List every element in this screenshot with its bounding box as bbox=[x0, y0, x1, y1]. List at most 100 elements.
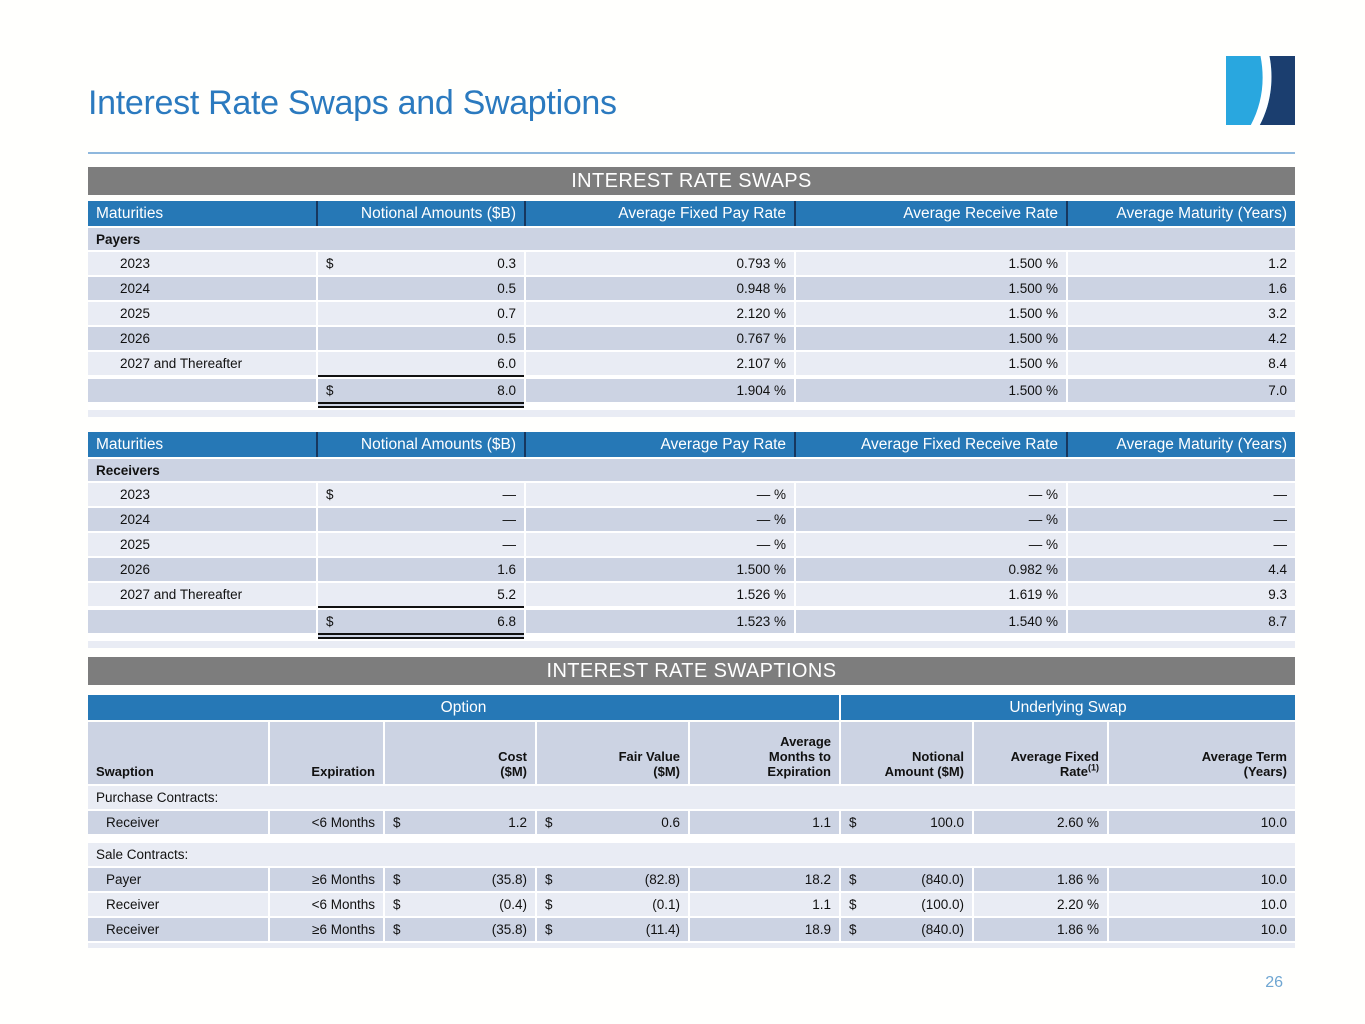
cell-months: 18.9 bbox=[690, 918, 839, 941]
header-line: Expiration bbox=[311, 764, 375, 779]
payers-header-row: Maturities Notional Amounts ($B) Average… bbox=[88, 201, 1295, 226]
cell-maturity: 2027 and Thereafter bbox=[88, 352, 316, 375]
cell-rate2: 1.500 % bbox=[796, 352, 1066, 375]
cell-value: — bbox=[502, 487, 517, 502]
header-line: Average bbox=[780, 734, 831, 749]
cell-value: (82.8) bbox=[644, 872, 680, 887]
slide-content: Interest Rate Swaps and Swaptions INTERE… bbox=[88, 0, 1295, 992]
cell-notional: $ (100.0) bbox=[841, 893, 972, 916]
dollar-sign: $ bbox=[545, 872, 553, 887]
cell-value: — bbox=[502, 537, 517, 552]
header-line: Swaption bbox=[96, 764, 154, 779]
dollar-sign: $ bbox=[849, 815, 857, 830]
cell-years: 1.6 bbox=[1068, 277, 1295, 300]
cell-rate2: — % bbox=[796, 483, 1066, 506]
cell-years: — bbox=[1068, 533, 1295, 556]
section-label-purchase-contracts: Purchase Contracts: bbox=[88, 786, 1295, 809]
cell-years: — bbox=[1068, 508, 1295, 531]
cell-value: — bbox=[502, 512, 517, 527]
cell-value: 1.2 bbox=[508, 815, 527, 830]
column-header-months-to-expiration: Average Months to Expiration bbox=[690, 722, 839, 784]
cell-rate1: 0.793 % bbox=[526, 252, 794, 275]
company-logo bbox=[1226, 55, 1295, 126]
dollar-sign: $ bbox=[393, 922, 401, 937]
footnote-marker: (1) bbox=[1088, 762, 1099, 773]
header-line: ($M) bbox=[500, 764, 527, 779]
cell-rate1: 1.904 % bbox=[526, 379, 794, 402]
column-header-avg-maturity: Average Maturity (Years) bbox=[1068, 432, 1295, 457]
cell-maturity: 2027 and Thereafter bbox=[88, 583, 316, 606]
header-line: (Years) bbox=[1243, 764, 1287, 779]
header-line: Average Term bbox=[1201, 749, 1287, 764]
cell-rate2: 1.500 % bbox=[796, 379, 1066, 402]
cell-expiration: <6 Months bbox=[270, 811, 383, 834]
cell-maturity: 2026 bbox=[88, 327, 316, 350]
cell-years: 8.4 bbox=[1068, 352, 1295, 375]
cell-notional: 6.0 bbox=[318, 352, 524, 377]
dollar-sign: $ bbox=[849, 922, 857, 937]
cell-notional: — bbox=[318, 533, 524, 556]
cell-value: 0.5 bbox=[497, 281, 516, 296]
cell-notional: 1.6 bbox=[318, 558, 524, 581]
cell-fair-value: $0.6 bbox=[537, 811, 688, 834]
dollar-sign: $ bbox=[326, 614, 334, 629]
title-divider bbox=[88, 152, 1295, 154]
column-header-fixed-receive-rate: Average Fixed Receive Rate bbox=[796, 432, 1066, 457]
cell-maturity: 2025 bbox=[88, 533, 316, 556]
header-line: Fair Value bbox=[618, 749, 680, 764]
cell-years: 4.4 bbox=[1068, 558, 1295, 581]
cell-maturity: 2024 bbox=[88, 508, 316, 531]
cell-rate1: — % bbox=[526, 533, 794, 556]
cell-rate2: 1.540 % bbox=[796, 610, 1066, 633]
cell-rate2: 1.500 % bbox=[796, 252, 1066, 275]
cell-rate1: — % bbox=[526, 508, 794, 531]
cell-value: (840.0) bbox=[921, 872, 964, 887]
payers-table-body: Payers 2023 $0.3 0.793 % 1.500 % 1.2 202… bbox=[88, 228, 1295, 417]
column-header-receive-rate: Average Receive Rate bbox=[796, 201, 1066, 226]
cell-rate1: 0.948 % bbox=[526, 277, 794, 300]
column-header-average-fixed-rate: Average Fixed Rate(1) bbox=[974, 722, 1107, 784]
receivers-header-row: Maturities Notional Amounts ($B) Average… bbox=[88, 432, 1295, 457]
column-header-fair-value: Fair Value ($M) bbox=[537, 722, 688, 784]
header-line: Average Fixed bbox=[1010, 749, 1099, 764]
header-line: Notional bbox=[912, 749, 964, 764]
cell-months: 1.1 bbox=[690, 893, 839, 916]
cell-value: 1.6 bbox=[497, 562, 516, 577]
cell-rate2: — % bbox=[796, 508, 1066, 531]
cell-notional: $0.3 bbox=[318, 252, 524, 275]
column-header-avg-maturity: Average Maturity (Years) bbox=[1068, 201, 1295, 226]
cell-maturity: 2025 bbox=[88, 302, 316, 325]
cell-maturity: 2023 bbox=[88, 483, 316, 506]
cell-years: 4.2 bbox=[1068, 327, 1295, 350]
cell-value: 0.3 bbox=[497, 256, 516, 271]
group-header-option: Option bbox=[88, 695, 839, 720]
cell-rate1: 1.500 % bbox=[526, 558, 794, 581]
column-header-swaption: Swaption bbox=[88, 722, 268, 784]
column-header-average-term: Average Term (Years) bbox=[1109, 722, 1295, 784]
cell-cost: $ (35.8) bbox=[385, 918, 535, 941]
cell-cost: $1.2 bbox=[385, 811, 535, 834]
column-header-notional-amount: Notional Amount ($M) bbox=[841, 722, 972, 784]
cell-months: 18.2 bbox=[690, 868, 839, 891]
header-line: Rate(1) bbox=[1060, 762, 1099, 779]
dollar-sign: $ bbox=[393, 815, 401, 830]
cell-maturity bbox=[88, 379, 316, 402]
cell-notional: — bbox=[318, 508, 524, 531]
dollar-sign: $ bbox=[393, 897, 401, 912]
cell-years: 8.7 bbox=[1068, 610, 1295, 633]
dollar-sign: $ bbox=[393, 872, 401, 887]
dollar-sign: $ bbox=[849, 872, 857, 887]
dollar-sign: $ bbox=[545, 815, 553, 830]
cell-notional: 0.7 bbox=[318, 302, 524, 325]
dollar-sign: $ bbox=[326, 383, 334, 398]
cell-value: (0.4) bbox=[499, 897, 527, 912]
dollar-sign: $ bbox=[545, 897, 553, 912]
header-line: Cost bbox=[498, 749, 527, 764]
swaptions-table-body: Swaption Expiration Cost ($M) Fair Value(… bbox=[88, 722, 1295, 948]
cell-value: 6.8 bbox=[497, 614, 516, 629]
cell-rate1: 0.767 % bbox=[526, 327, 794, 350]
group-label-receivers: Receivers bbox=[88, 459, 1295, 481]
cell-value: 8.0 bbox=[497, 383, 516, 398]
cell-rate2: 1.500 % bbox=[796, 302, 1066, 325]
page-number: 26 bbox=[1265, 974, 1283, 991]
